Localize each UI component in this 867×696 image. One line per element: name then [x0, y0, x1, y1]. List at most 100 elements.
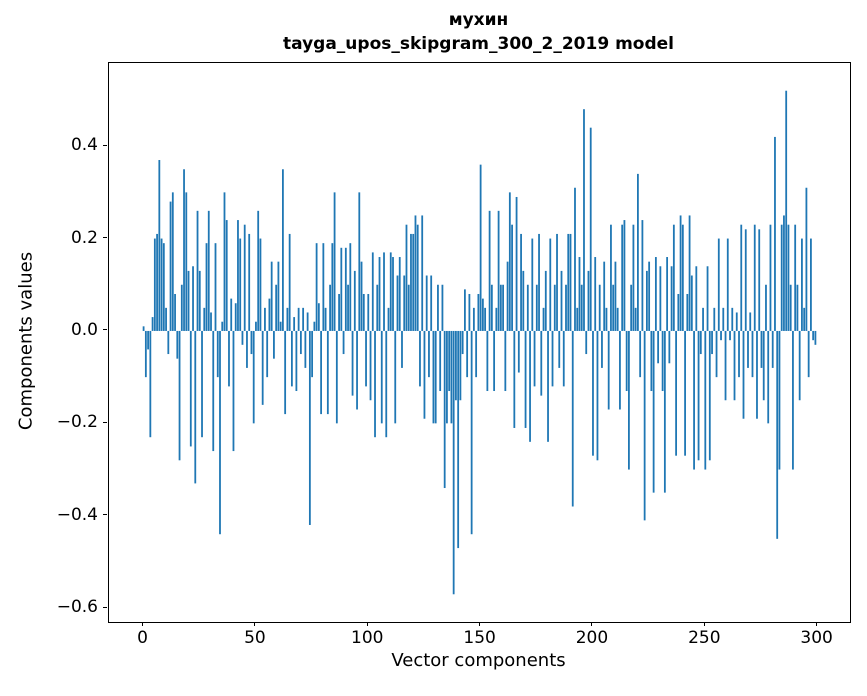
- bar: [329, 284, 331, 331]
- bar: [293, 317, 296, 331]
- bar: [486, 330, 489, 392]
- bar: [153, 238, 156, 331]
- bar: [625, 330, 628, 392]
- bar: [538, 233, 540, 331]
- bar: [594, 257, 597, 331]
- bar: [508, 192, 511, 331]
- bar: [169, 201, 172, 331]
- bar: [194, 330, 197, 484]
- bar: [780, 224, 783, 331]
- bar: [149, 330, 152, 438]
- bar: [740, 224, 743, 331]
- bar: [758, 229, 761, 331]
- bar: [801, 238, 803, 331]
- bar: [495, 307, 498, 331]
- bar: [533, 330, 536, 387]
- bar: [699, 330, 702, 355]
- bar: [769, 224, 772, 331]
- bar: [711, 330, 713, 355]
- bar: [657, 330, 660, 364]
- bar: [549, 238, 552, 331]
- bar: [663, 330, 666, 493]
- bar: [765, 284, 767, 331]
- bar: [457, 330, 460, 549]
- bar: [450, 330, 453, 424]
- bar: [183, 169, 185, 331]
- bar: [551, 330, 554, 387]
- bar: [742, 330, 745, 419]
- bar: [313, 321, 316, 331]
- bar: [441, 284, 444, 331]
- bar: [335, 330, 338, 424]
- bar: [796, 284, 799, 331]
- bar: [614, 261, 617, 331]
- bar: [371, 252, 374, 331]
- bar: [517, 330, 520, 373]
- bar: [295, 330, 298, 392]
- bar: [221, 321, 224, 331]
- bar: [578, 257, 581, 331]
- bar: [722, 307, 725, 331]
- bar: [383, 252, 385, 331]
- bar: [158, 160, 161, 331]
- bar: [652, 330, 655, 493]
- bar: [459, 330, 462, 401]
- bar: [637, 173, 639, 331]
- bar: [380, 330, 383, 424]
- bar: [414, 215, 417, 331]
- bar: [344, 247, 347, 331]
- bar: [401, 330, 403, 368]
- x-axis-label: Vector components: [391, 650, 566, 671]
- bar: [255, 321, 257, 331]
- y-tick-label: 0.2: [70, 227, 98, 248]
- bar: [288, 233, 291, 331]
- bar: [544, 270, 547, 331]
- bar: [580, 284, 583, 331]
- bar: [290, 330, 293, 387]
- bar: [407, 284, 410, 331]
- bar: [273, 330, 275, 359]
- bar: [349, 243, 352, 331]
- bar: [187, 270, 190, 331]
- chart-title: мухин tayga_upos_skipgram_300_2_2019 mod…: [108, 8, 849, 56]
- bar: [203, 307, 206, 331]
- bar: [697, 330, 700, 461]
- bar: [428, 330, 430, 378]
- bar: [286, 307, 289, 331]
- y-tick-label: −0.2: [56, 412, 98, 433]
- bar: [607, 330, 610, 410]
- bar: [284, 330, 287, 415]
- bar: [180, 284, 183, 331]
- bar: [277, 261, 280, 331]
- x-tick-mark: [254, 622, 256, 626]
- chart-title-word: мухин: [448, 10, 509, 30]
- bar: [672, 224, 675, 331]
- x-tick-label: 250: [688, 628, 721, 648]
- bar: [605, 307, 608, 331]
- bar: [374, 330, 376, 438]
- bar: [616, 307, 619, 331]
- bar: [252, 330, 255, 424]
- bar: [434, 330, 437, 424]
- bar: [389, 252, 392, 331]
- bar: [717, 238, 720, 331]
- bar: [358, 192, 361, 331]
- bar: [405, 224, 408, 331]
- bar: [477, 293, 480, 331]
- y-tick-mark: [103, 144, 107, 146]
- bar: [198, 270, 201, 331]
- bar: [668, 330, 671, 364]
- bar: [472, 307, 475, 331]
- bar: [223, 192, 226, 331]
- x-tick-label: 100: [351, 628, 384, 648]
- bar: [592, 330, 594, 456]
- x-tick-label: 300: [800, 628, 833, 648]
- bar: [174, 293, 176, 331]
- bar: [562, 330, 565, 387]
- bar: [439, 330, 442, 392]
- bar: [279, 321, 282, 331]
- bar: [556, 233, 558, 331]
- bar: [529, 330, 531, 442]
- bar: [747, 330, 749, 368]
- bar: [695, 266, 698, 331]
